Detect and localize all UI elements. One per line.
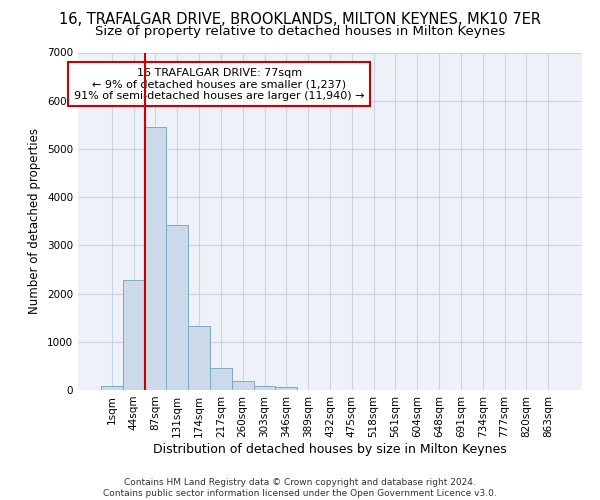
X-axis label: Distribution of detached houses by size in Milton Keynes: Distribution of detached houses by size … xyxy=(153,442,507,456)
Bar xyxy=(254,386,275,390)
Bar xyxy=(188,326,210,390)
Bar xyxy=(232,381,254,390)
Y-axis label: Number of detached properties: Number of detached properties xyxy=(28,128,41,314)
Bar xyxy=(123,280,145,390)
Text: 16, TRAFALGAR DRIVE, BROOKLANDS, MILTON KEYNES, MK10 7ER: 16, TRAFALGAR DRIVE, BROOKLANDS, MILTON … xyxy=(59,12,541,28)
Text: 16 TRAFALGAR DRIVE: 77sqm
← 9% of detached houses are smaller (1,237)
91% of sem: 16 TRAFALGAR DRIVE: 77sqm ← 9% of detach… xyxy=(74,68,364,101)
Bar xyxy=(101,386,123,390)
Bar xyxy=(166,225,188,390)
Text: Size of property relative to detached houses in Milton Keynes: Size of property relative to detached ho… xyxy=(95,25,505,38)
Bar xyxy=(275,388,297,390)
Bar xyxy=(210,368,232,390)
Text: Contains HM Land Registry data © Crown copyright and database right 2024.
Contai: Contains HM Land Registry data © Crown c… xyxy=(103,478,497,498)
Bar xyxy=(145,127,166,390)
